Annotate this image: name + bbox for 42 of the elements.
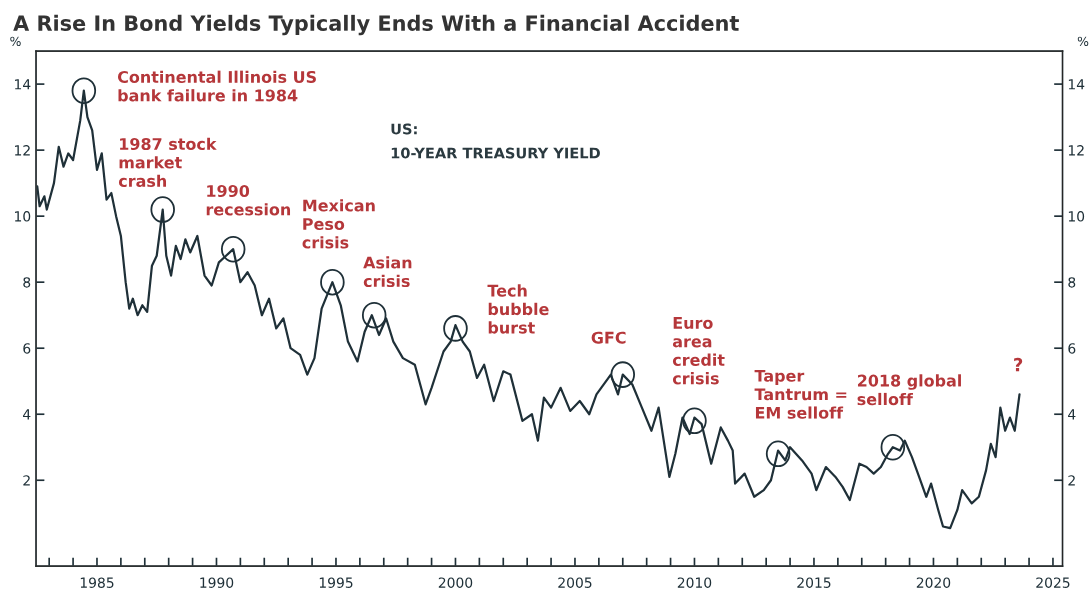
- x-tick-label: 2005: [558, 577, 592, 588]
- annotation: Euro area credit crisis: [672, 317, 725, 385]
- x-tick-label: 2010: [677, 577, 712, 588]
- annotation: GFC: [591, 331, 626, 344]
- x-tick-label: 1985: [80, 577, 114, 588]
- x-tick-label: 2025: [1036, 577, 1070, 588]
- chart-title: A Rise In Bond Yields Typically Ends With a Financial Accident: [13, 14, 739, 36]
- annotation: 2018 global selloff: [857, 374, 961, 406]
- y2-tick-label: 8: [1068, 277, 1076, 288]
- y2-axis-title: %: [1077, 36, 1089, 47]
- point: [320, 268, 345, 296]
- annotation: Mexican Peso crisis: [302, 199, 375, 249]
- y-axis-title: %: [10, 36, 21, 47]
- y-tick-label: 8: [23, 277, 31, 288]
- x-tick-label: 2015: [797, 577, 831, 588]
- x-tick-label: 1995: [319, 577, 353, 588]
- x-tick-label: 1990: [200, 577, 234, 588]
- x-tick-label: 2020: [916, 577, 951, 588]
- point: [71, 77, 97, 104]
- annotation: ?: [1014, 357, 1023, 372]
- y-tick-label: 6: [23, 343, 31, 354]
- y-tick-label: 14: [15, 79, 31, 90]
- y2-tick-label: 4: [1068, 409, 1076, 420]
- y-tick-label: 2: [23, 475, 30, 486]
- y2-tick-label: 2: [1068, 475, 1075, 486]
- y-tick-label: 12: [15, 145, 30, 156]
- annotation: Asian crisis: [363, 256, 412, 288]
- y2-tick-label: 14: [1068, 79, 1085, 90]
- point: [150, 196, 175, 223]
- annotation: Taper Tantrum = EM selloff: [754, 369, 847, 419]
- y2-tick-label: 10: [1068, 211, 1085, 222]
- annotation: US: 10-YEAR TREASURY YIELD: [391, 123, 600, 159]
- y2-tick-label: 12: [1068, 145, 1084, 156]
- x-tick-label: 2000: [438, 577, 473, 588]
- y-tick-label: 4: [23, 409, 31, 420]
- annotation: Continental Illinois US bank failure in 1984: [117, 70, 316, 102]
- point: [880, 433, 906, 461]
- point: [220, 235, 246, 263]
- annotation: Tech bubble burst: [487, 284, 549, 334]
- y2-tick-label: 6: [1068, 343, 1076, 354]
- point: [610, 361, 636, 388]
- y-tick-label: 10: [15, 211, 31, 222]
